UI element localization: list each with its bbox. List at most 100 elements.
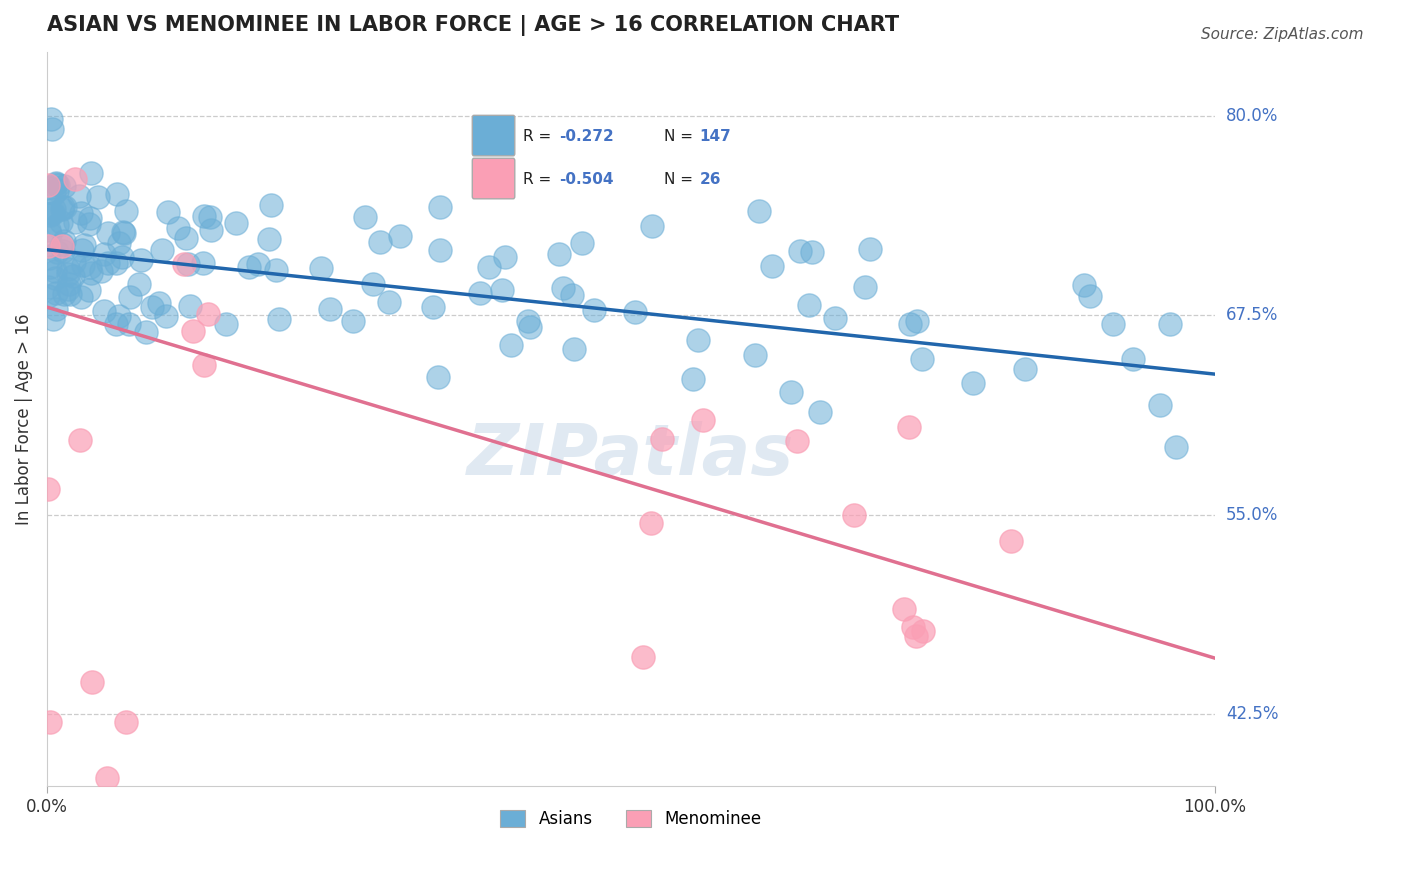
Point — [46, 245, 69, 260]
Point — [45, 177, 67, 191]
Point — [53, 200, 76, 214]
Point — [859, 242, 882, 256]
Point — [46, 218, 69, 232]
Point — [37, 280, 59, 294]
Point — [427, 370, 450, 384]
Point — [688, 334, 710, 348]
Point — [1078, 288, 1101, 302]
Text: ASIAN VS MENOMINEE IN LABOR FORCE | AGE > 16 CORRELATION CHART: ASIAN VS MENOMINEE IN LABOR FORCE | AGE … — [46, 15, 898, 36]
Point — [79, 260, 101, 274]
Point — [911, 351, 934, 366]
Point — [389, 229, 412, 244]
Text: 42.5%: 42.5% — [1226, 705, 1278, 723]
Point — [97, 227, 120, 241]
Y-axis label: In Labor Force | Age > 16: In Labor Force | Age > 16 — [15, 313, 32, 524]
Point — [553, 280, 575, 294]
Point — [118, 317, 141, 331]
Point — [1000, 534, 1022, 549]
Point — [79, 211, 101, 225]
Point — [93, 247, 115, 261]
Point — [67, 189, 90, 203]
Point — [361, 277, 384, 291]
Point — [198, 210, 221, 224]
Point — [112, 226, 135, 240]
Point — [42, 186, 65, 200]
Point — [259, 197, 281, 211]
Point — [70, 243, 93, 257]
Point — [692, 413, 714, 427]
Point — [44, 271, 66, 285]
Text: 55.0%: 55.0% — [1226, 506, 1278, 524]
Point — [39, 260, 62, 274]
Point — [853, 279, 876, 293]
Point — [640, 516, 662, 530]
Point — [174, 231, 197, 245]
Point — [808, 405, 831, 419]
Point — [37, 238, 59, 252]
Point — [96, 771, 118, 785]
Point — [905, 629, 928, 643]
Point — [748, 204, 770, 219]
Point — [623, 304, 645, 318]
Point — [105, 186, 128, 201]
Point — [44, 263, 66, 277]
Point — [1102, 317, 1125, 331]
Point — [56, 267, 79, 281]
Point — [905, 314, 928, 328]
Point — [744, 348, 766, 362]
Point — [58, 262, 80, 277]
Point — [368, 235, 391, 249]
Point — [39, 208, 62, 222]
Point — [129, 253, 152, 268]
Point — [63, 255, 86, 269]
Point — [42, 312, 65, 326]
Point — [111, 250, 134, 264]
Point — [41, 121, 63, 136]
Point — [80, 166, 103, 180]
Point — [429, 243, 451, 257]
Point — [516, 314, 538, 328]
Point — [104, 256, 127, 270]
Point — [893, 602, 915, 616]
Point — [105, 318, 128, 332]
Point — [179, 299, 201, 313]
Point — [51, 202, 73, 217]
Point — [571, 235, 593, 250]
Point — [470, 286, 492, 301]
Point — [779, 385, 801, 400]
Point — [69, 290, 91, 304]
Text: 67.5%: 67.5% — [1226, 306, 1278, 324]
Point — [86, 190, 108, 204]
Point — [37, 289, 59, 303]
Point — [962, 376, 984, 391]
Point — [45, 285, 67, 300]
Point — [429, 200, 451, 214]
Point — [238, 260, 260, 274]
Point — [176, 257, 198, 271]
Point — [46, 183, 69, 197]
Point — [257, 232, 280, 246]
Point — [41, 206, 63, 220]
Point — [897, 420, 920, 434]
Point — [901, 620, 924, 634]
Point — [56, 282, 79, 296]
Point — [193, 210, 215, 224]
Point — [52, 200, 75, 214]
Text: 80.0%: 80.0% — [1226, 107, 1278, 125]
Point — [799, 297, 821, 311]
Point — [107, 309, 129, 323]
Point — [1122, 352, 1144, 367]
Point — [422, 300, 444, 314]
Point — [582, 302, 605, 317]
Point — [42, 202, 65, 216]
Point — [38, 251, 60, 265]
Point — [478, 260, 501, 274]
Point — [135, 325, 157, 339]
Point — [378, 295, 401, 310]
Point — [69, 433, 91, 447]
Point — [107, 235, 129, 250]
Text: ZIPatlas: ZIPatlas — [467, 421, 794, 490]
Point — [52, 244, 75, 258]
Point — [200, 223, 222, 237]
Point — [45, 177, 67, 191]
